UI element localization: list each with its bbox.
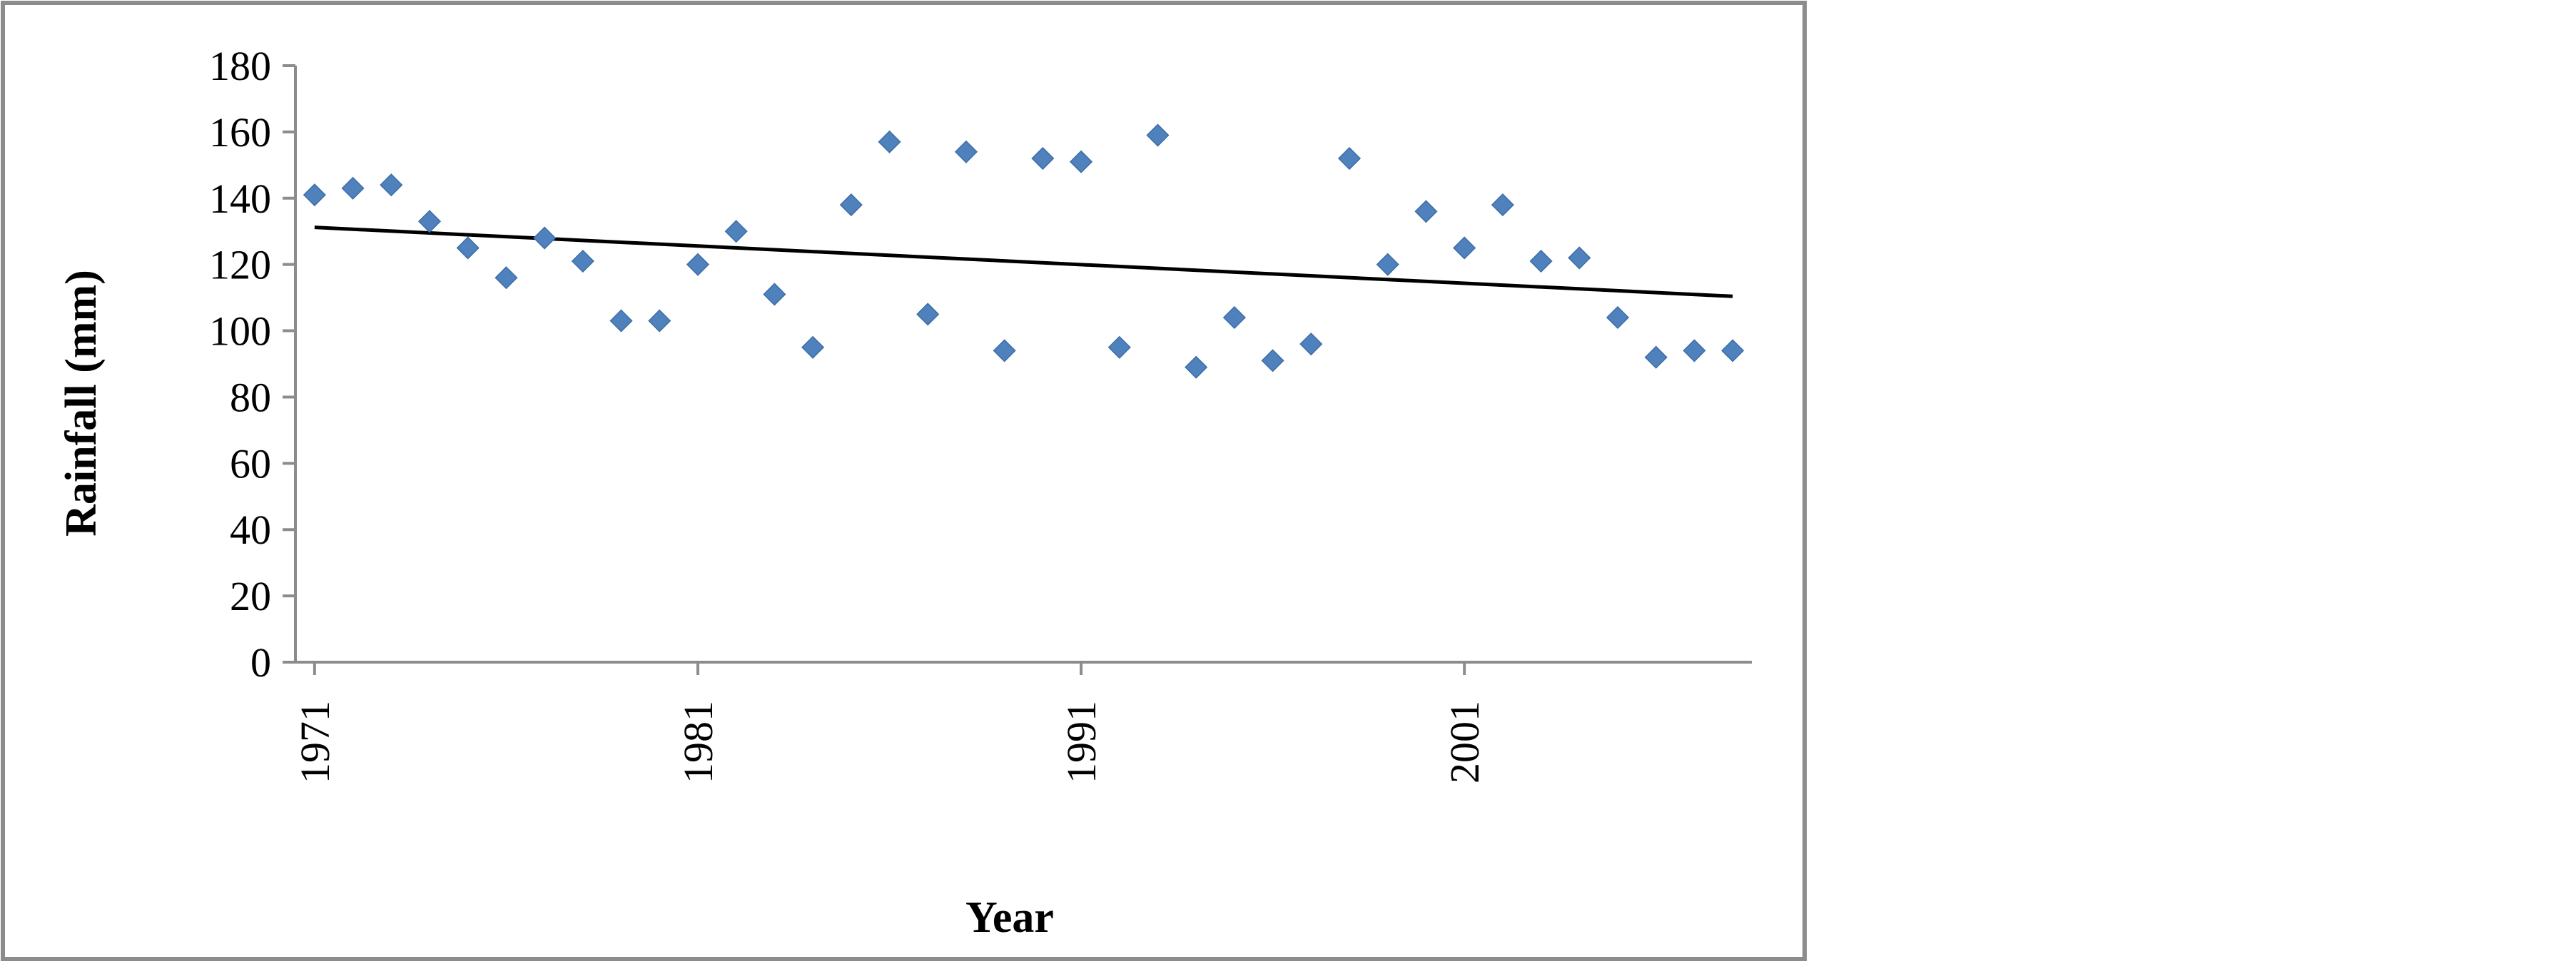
data-point	[1261, 349, 1284, 372]
chart-border	[1, 1, 1807, 961]
data-point	[571, 249, 594, 273]
data-point	[1107, 335, 1131, 359]
data-point	[916, 303, 940, 326]
x-tick-label: 1981	[675, 701, 721, 783]
data-point	[763, 283, 786, 306]
data-point	[417, 210, 442, 233]
y-tick-label: 120	[209, 242, 271, 288]
data-point	[1376, 253, 1399, 276]
x-axis-title: Year	[965, 893, 1054, 942]
y-tick-label: 0	[250, 639, 271, 686]
data-point	[341, 176, 365, 200]
data-point	[724, 220, 748, 243]
data-point	[1683, 339, 1706, 362]
data-point	[1222, 305, 1246, 330]
y-tick-label: 180	[209, 43, 271, 89]
plot-area: 0 20 40 60 80 100 120 140 160 180 1971 1981 1991 2001	[209, 43, 1752, 783]
data-point	[1414, 200, 1438, 223]
data-point	[1031, 146, 1055, 171]
data-point	[801, 335, 825, 359]
data-point	[1568, 246, 1591, 270]
data-point	[1529, 249, 1553, 273]
y-tick-label: 100	[209, 308, 271, 355]
x-tick-label: 1971	[292, 701, 338, 783]
y-tick-label: 140	[209, 176, 271, 222]
y-axis-title: Rainfall (mm)	[57, 270, 106, 537]
data-point	[839, 193, 863, 217]
y-tick-label: 20	[230, 573, 271, 619]
data-point	[686, 253, 710, 276]
data-point	[878, 130, 901, 153]
y-tick-label: 60	[230, 440, 271, 487]
x-tick-label: 2001	[1441, 701, 1488, 783]
data-point	[456, 236, 480, 260]
data-point	[1606, 305, 1630, 330]
y-tick-label: 160	[209, 109, 271, 156]
data-point	[1146, 123, 1170, 147]
data-point	[993, 339, 1016, 362]
data-point	[1453, 236, 1476, 260]
data-point	[1491, 193, 1514, 217]
x-tick-label: 1991	[1058, 701, 1105, 783]
data-point	[495, 266, 518, 290]
y-tick-label: 40	[230, 507, 271, 553]
data-point	[380, 173, 403, 197]
data-point	[1070, 150, 1093, 173]
data-point	[1337, 146, 1361, 171]
data-point	[648, 309, 671, 333]
data-point	[954, 140, 978, 163]
data-point	[1185, 355, 1208, 379]
data-point	[1721, 339, 1745, 362]
data-point	[303, 183, 326, 207]
y-tick-label: 80	[230, 374, 271, 420]
data-point	[533, 226, 557, 250]
data-point	[1644, 345, 1668, 369]
data-point	[609, 309, 633, 333]
data-point	[1299, 333, 1323, 356]
